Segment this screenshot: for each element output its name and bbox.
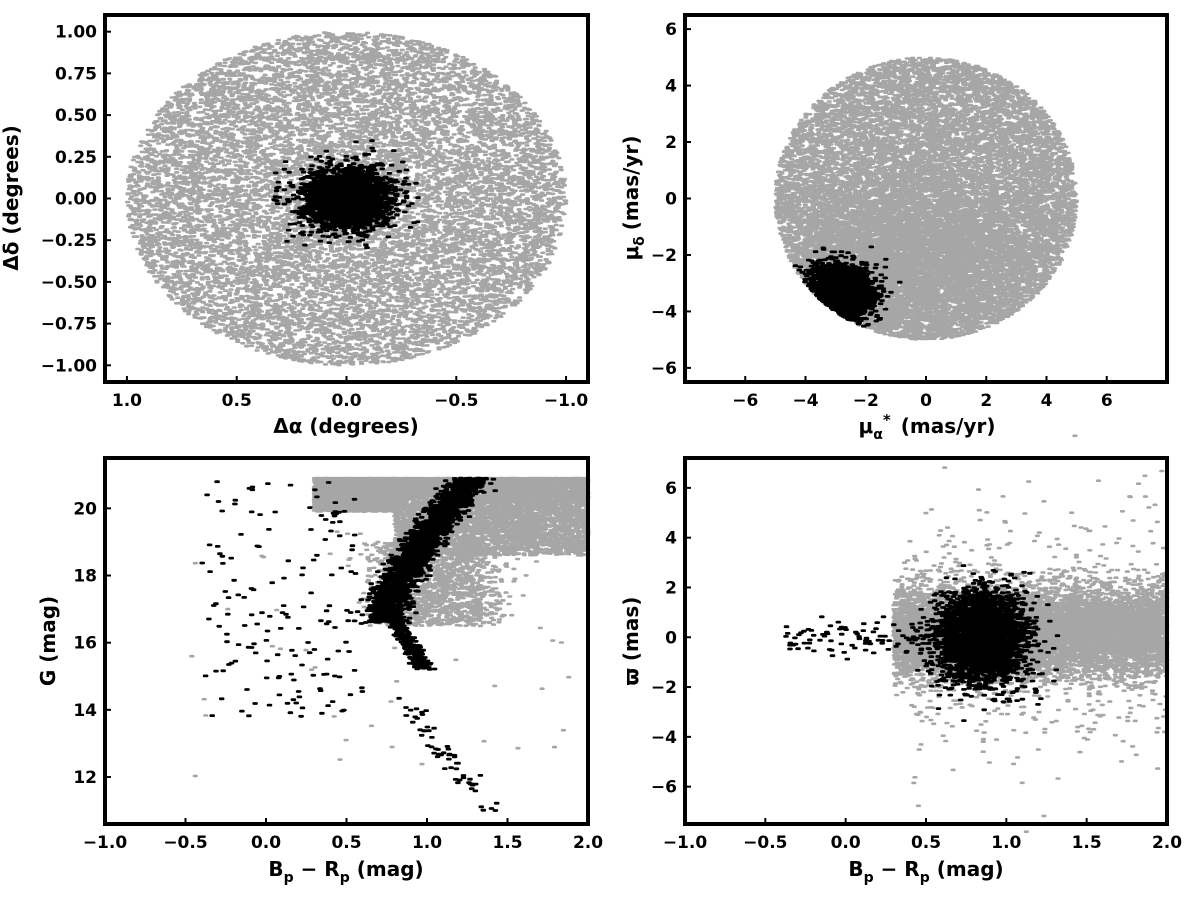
x-tick-label: −1.0: [83, 833, 128, 853]
y-tick-label: 16: [73, 634, 97, 654]
y-axis-label: ϖ (mas): [619, 597, 643, 686]
x-tick-label: 0.5: [331, 833, 361, 853]
x-tick-label: −6: [732, 391, 758, 411]
y-tick-label: −6: [651, 778, 677, 798]
x-axis-sub2: p: [920, 870, 930, 886]
x-tick-label: 1.0: [412, 833, 442, 853]
x-tick-label: 0.0: [251, 833, 281, 853]
x-axis-subscript: α: [873, 427, 883, 443]
x-tick-label: 2.0: [573, 833, 603, 853]
y-tick-label: 14: [73, 701, 97, 721]
x-axis-mid: − R: [294, 857, 340, 881]
y-tick-label: 0.00: [55, 190, 97, 210]
x-axis-symbol: μ: [859, 414, 874, 438]
x-axis-sub1: p: [864, 870, 874, 886]
y-tick-label: 6: [665, 479, 677, 499]
y-tick-label: 6: [665, 20, 677, 40]
x-axis-sub1: p: [284, 870, 294, 886]
x-tick-label: 1.5: [1072, 833, 1102, 853]
x-tick-label: 1.5: [492, 833, 522, 853]
y-axis-symbol: μ: [619, 246, 643, 261]
y-tick-label: −2: [651, 678, 677, 698]
x-axis-label: Bp − Rp (mag): [268, 857, 423, 886]
scatter-points-parallax: [783, 434, 1170, 833]
scatter-series-members: [792, 245, 903, 328]
y-tick-label: 12: [73, 768, 97, 788]
x-tick-label: −1.0: [663, 833, 708, 853]
scatter-points-cmd: [189, 476, 591, 812]
x-tick-label: 2.0: [1152, 833, 1182, 853]
y-tick-label: −1.00: [41, 356, 97, 376]
y-tick-label: −0.75: [41, 315, 97, 335]
axis-ticks: −1.0 −0.5 0.0 0.5 1.0 1.5 2.0 6 4 2 0 −2 −4 −6: [651, 479, 1182, 853]
x-tick-label: 0.0: [331, 391, 361, 411]
scatter-points-spatial: [125, 31, 569, 367]
y-axis-label: G (mag): [36, 596, 60, 686]
x-tick-label: −1.0: [544, 391, 589, 411]
y-tick-label: 0.50: [55, 106, 97, 126]
panel-parallax: −1.0 −0.5 0.0 0.5 1.0 1.5 2.0 6 4 2 0 −2 −4 −6 Bp − R…: [619, 434, 1182, 886]
scatter-series-members: [271, 139, 421, 250]
panel-cmd: −1.0 −0.5 0.0 0.5 1.0 1.5 2.0 20 18 16 14 12 Bp − R…: [36, 456, 603, 886]
axis-ticks: −6 −4 −2 0 2 4 6 6 4 2 0 −2 −4 −6: [651, 20, 1113, 411]
x-tick-label: 0.5: [911, 833, 941, 853]
x-tick-label: −4: [792, 391, 818, 411]
y-tick-label: 0.25: [55, 148, 97, 168]
y-tick-label: 0: [665, 190, 677, 210]
x-tick-label: 0.0: [831, 833, 861, 853]
y-tick-label: −6: [651, 359, 677, 379]
x-axis-unit: (mag): [350, 857, 424, 881]
y-tick-label: 18: [73, 567, 97, 587]
x-axis-unit: (mag): [930, 857, 1004, 881]
y-tick-label: 4: [665, 77, 677, 97]
y-tick-label: 4: [665, 529, 677, 549]
x-axis-unit: (mas/yr): [901, 414, 996, 438]
x-tick-label: 1.0: [112, 391, 142, 411]
x-tick-label: 1.0: [991, 833, 1021, 853]
y-axis-label: μδ (mas/yr): [619, 135, 648, 260]
y-tick-label: 1.00: [55, 23, 97, 43]
y-tick-label: 0: [665, 628, 677, 648]
x-axis-superscript: *: [883, 411, 891, 429]
panel-spatial: 1.0 0.5 0.0 −0.5 −1.0 1.00 0.75 0.50 0.25 0.00 −0.…: [0, 13, 590, 438]
x-axis-label: Bp − Rp (mag): [848, 857, 1003, 886]
x-axis-label: μα* (mas/yr): [859, 411, 996, 443]
y-tick-label: −0.50: [41, 273, 97, 293]
x-tick-label: 4: [1041, 391, 1053, 411]
y-axis-unit: (mas/yr): [619, 135, 643, 230]
x-axis-sub2: p: [340, 870, 350, 886]
y-tick-label: 20: [73, 499, 97, 519]
y-tick-label: 2: [665, 578, 677, 598]
y-tick-label: −4: [651, 302, 677, 322]
x-axis-label: Δα (degrees): [273, 414, 419, 438]
axis-ticks: −1.0 −0.5 0.0 0.5 1.0 1.5 2.0 20 18 16 14 12: [73, 499, 603, 853]
x-axis-b: B: [848, 857, 863, 881]
y-axis-label: Δδ (degrees): [0, 125, 23, 271]
x-tick-label: −2: [853, 391, 879, 411]
y-tick-label: 2: [665, 133, 677, 153]
x-tick-label: 0: [920, 391, 932, 411]
y-tick-label: 0.75: [55, 64, 97, 84]
x-axis-b: B: [268, 857, 283, 881]
y-tick-label: −2: [651, 246, 677, 266]
axis-ticks: 1.0 0.5 0.0 −0.5 −1.0 1.00 0.75 0.50 0.25 0.00 −0.…: [41, 23, 589, 411]
x-tick-label: 0.5: [222, 391, 252, 411]
x-tick-label: 2: [980, 391, 992, 411]
scatter-series-members: [783, 564, 1061, 722]
x-axis-mid: − R: [874, 857, 920, 881]
x-tick-label: −0.5: [434, 391, 478, 411]
y-tick-label: −0.25: [41, 231, 97, 251]
x-tick-label: −0.5: [163, 833, 207, 853]
x-tick-label: 6: [1101, 391, 1113, 411]
scatter-points-proper-motion: [773, 56, 1080, 341]
y-tick-label: −4: [651, 728, 677, 748]
y-axis-subscript: δ: [632, 236, 648, 246]
x-tick-label: −0.5: [743, 833, 787, 853]
scatter-series-members: [199, 476, 500, 812]
